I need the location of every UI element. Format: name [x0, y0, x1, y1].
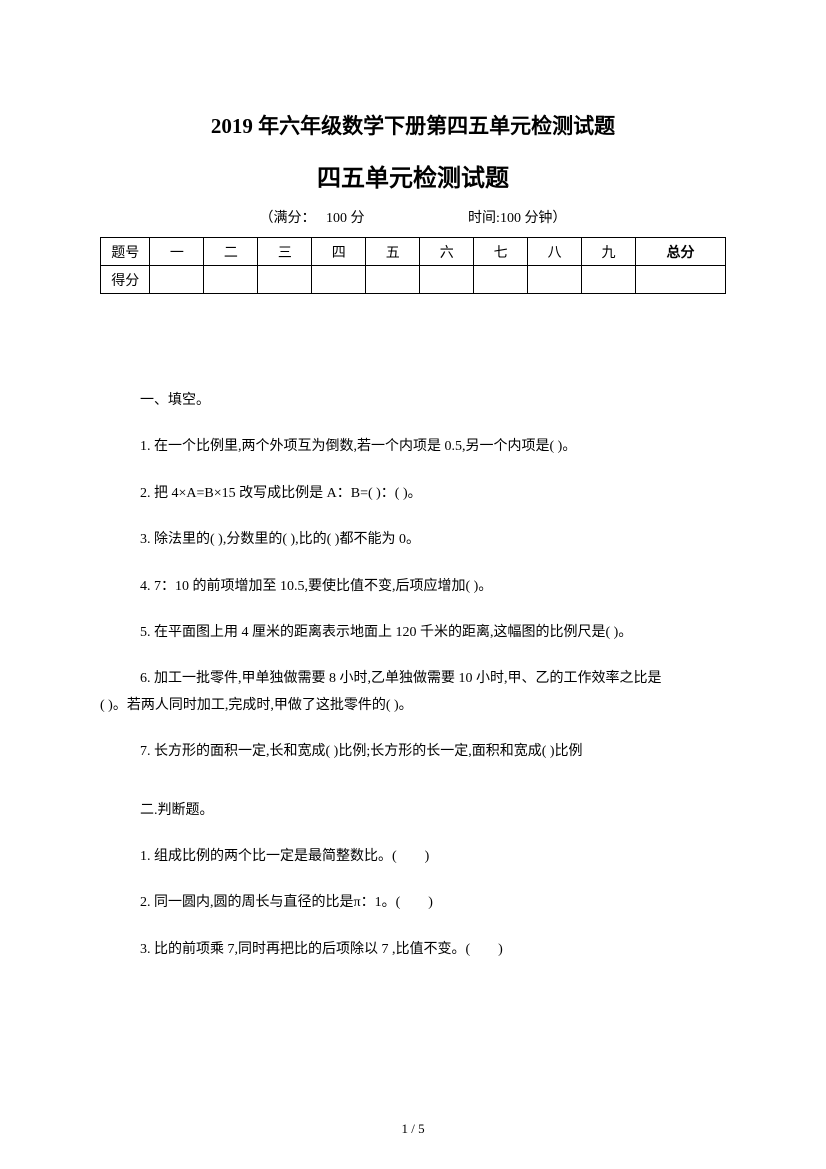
col-1: 一 — [150, 238, 204, 266]
col-6: 六 — [420, 238, 474, 266]
q2-1: 1. 组成比例的两个比一定是最简整数比。( ) — [140, 846, 726, 868]
time-label: 时间: — [468, 211, 500, 226]
table-row: 得分 — [101, 266, 726, 294]
col-3: 三 — [258, 238, 312, 266]
q1-4: 4. 7：10 的前项增加至 10.5,要使比值不变,后项应增加( )。 — [140, 576, 726, 598]
row2-label: 得分 — [101, 266, 150, 294]
score-table: 题号 一 二 三 四 五 六 七 八 九 总分 得分 — [100, 237, 726, 294]
score-cell — [582, 266, 636, 294]
page-sep: / — [408, 1121, 418, 1136]
q1-2: 2. 把 4×A=B×15 改写成比例是 A：B=( )：( )。 — [140, 483, 726, 505]
q2-3: 3. 比的前项乘 7,同时再把比的后项除以 7 ,比值不变。( ) — [140, 939, 726, 961]
score-cell — [150, 266, 204, 294]
page-footer: 1 / 5 — [0, 1121, 826, 1137]
row1-label: 题号 — [101, 238, 150, 266]
page-total: 5 — [418, 1121, 425, 1136]
score-cell — [204, 266, 258, 294]
score-cell — [312, 266, 366, 294]
full-score-label: （满分： — [260, 211, 316, 226]
score-total-cell — [636, 266, 726, 294]
col-4: 四 — [312, 238, 366, 266]
col-8: 八 — [528, 238, 582, 266]
col-9: 九 — [582, 238, 636, 266]
q1-3: 3. 除法里的( ),分数里的( ),比的( )都不能为 0。 — [140, 529, 726, 551]
page-title-1: 2019 年六年级数学下册第四五单元检测试题 — [100, 110, 726, 140]
col-total: 总分 — [636, 238, 726, 266]
q1-7: 7. 长方形的面积一定,长和宽成( )比例;长方形的长一定,面积和宽成( )比例 — [140, 741, 726, 763]
col-7: 七 — [474, 238, 528, 266]
score-cell — [474, 266, 528, 294]
q1-6a: 6. 加工一批零件,甲单独做需要 8 小时,乙单独做需要 10 小时,甲、乙的工… — [140, 668, 726, 690]
section2-heading: 二.判断题。 — [140, 800, 726, 822]
score-cell — [528, 266, 582, 294]
full-score-value: 100 分 — [326, 211, 365, 226]
table-row: 题号 一 二 三 四 五 六 七 八 九 总分 — [101, 238, 726, 266]
score-cell — [366, 266, 420, 294]
page-title-2: 四五单元检测试题 — [100, 158, 726, 193]
q1-5: 5. 在平面图上用 4 厘米的距离表示地面上 120 千米的距离,这幅图的比例尺… — [140, 622, 726, 644]
col-2: 二 — [204, 238, 258, 266]
q1-6b: ( )。若两人同时加工,完成时,甲做了这批零件的( )。 — [100, 695, 726, 717]
q1-1: 1. 在一个比例里,两个外项互为倒数,若一个内项是 0.5,另一个内项是( )。 — [140, 436, 726, 458]
section1-heading: 一、填空。 — [140, 390, 726, 412]
col-5: 五 — [366, 238, 420, 266]
time-value: 100 分钟） — [500, 211, 567, 226]
score-cell — [258, 266, 312, 294]
score-cell — [420, 266, 474, 294]
q2-2: 2. 同一圆内,圆的周长与直径的比是π：1。( ) — [140, 892, 726, 914]
exam-info-line: （满分： 100 分 时间:100 分钟） — [100, 207, 726, 227]
